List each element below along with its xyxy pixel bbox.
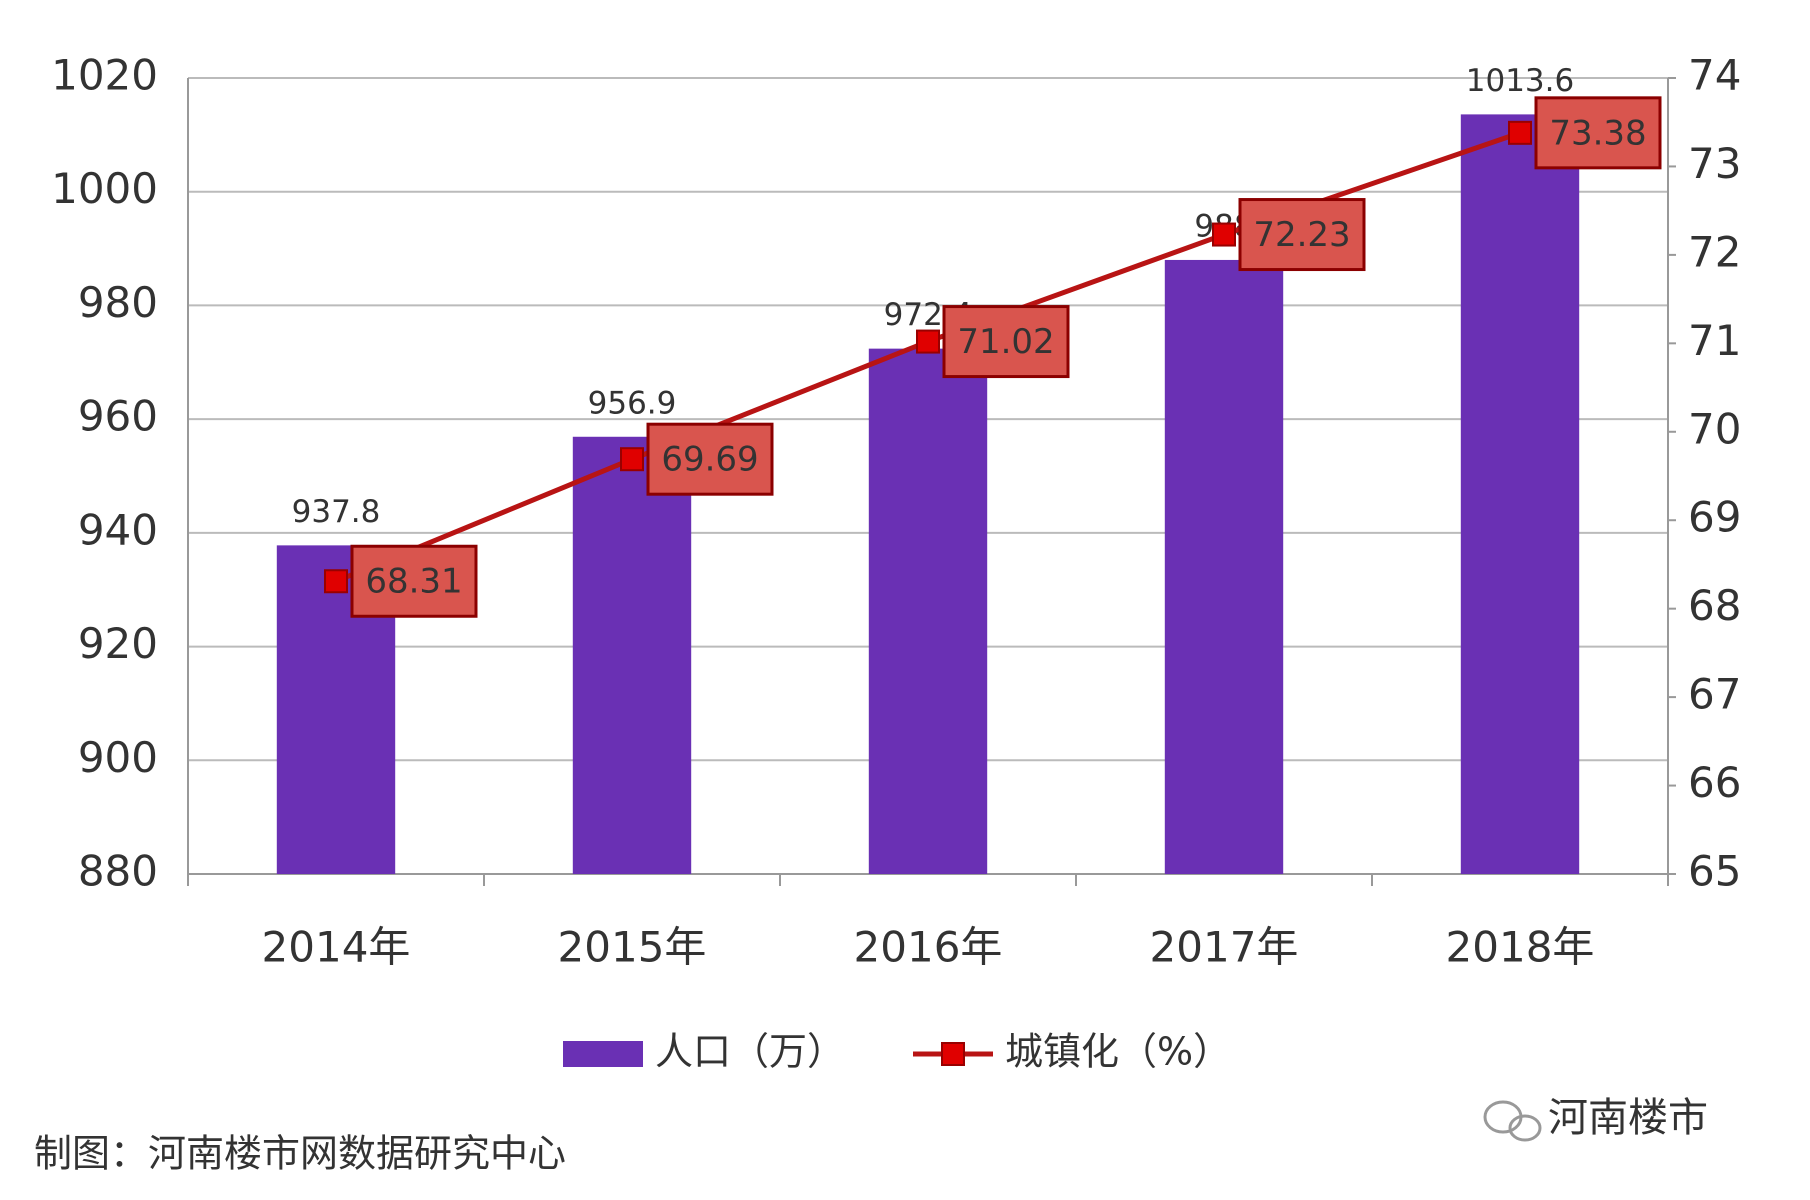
bar	[1460, 114, 1580, 875]
y-tick-label: 920	[78, 619, 158, 668]
bar	[1164, 259, 1284, 874]
line-marker	[1508, 120, 1532, 145]
y-tick-label: 960	[78, 392, 158, 441]
bar	[868, 348, 988, 874]
legend-marker	[941, 1042, 965, 1066]
y2-tick-label: 67	[1688, 670, 1741, 719]
line-value-label: 72.23	[1253, 215, 1350, 255]
bar	[572, 436, 692, 874]
bar-value-label: 1013.6	[1466, 63, 1574, 99]
y-tick-label: 980	[78, 278, 158, 327]
y2-tick-label: 73	[1688, 139, 1741, 188]
line-value-label: 69.69	[661, 440, 758, 480]
value-label-box	[646, 422, 774, 496]
y2-tick-label: 74	[1688, 51, 1741, 100]
brand-icon	[1483, 1100, 1542, 1142]
y2-tick-label: 71	[1688, 316, 1741, 365]
y2-tick-label: 70	[1688, 404, 1741, 453]
value-label-box	[942, 305, 1070, 379]
legend-label: 城镇化（%）	[1005, 1030, 1231, 1074]
value-label-box	[350, 544, 478, 618]
y2-tick-label: 68	[1688, 581, 1741, 630]
y2-tick-label: 66	[1688, 758, 1741, 807]
brand: 河南楼市	[1548, 1095, 1708, 1141]
legend-label: 人口（万）	[655, 1030, 845, 1074]
bar-value-label: 937.8	[292, 494, 381, 530]
legend-swatch	[563, 1041, 643, 1067]
x-tick-label: 2014年	[262, 923, 411, 972]
value-label-box	[1534, 96, 1662, 170]
x-tick-label: 2015年	[558, 923, 707, 972]
credit: 制图：河南楼市网数据研究中心	[34, 1132, 566, 1176]
line-value-label: 73.38	[1549, 113, 1646, 153]
y-tick-label: 1000	[51, 164, 158, 213]
y2-tick-label: 69	[1688, 493, 1741, 542]
y2-tick-label: 65	[1688, 847, 1741, 896]
y-tick-label: 940	[78, 505, 158, 554]
line-value-label: 68.31	[365, 562, 462, 602]
x-tick-label: 2018年	[1446, 923, 1595, 972]
x-tick-label: 2017年	[1150, 923, 1299, 972]
value-label-box	[1238, 198, 1366, 272]
y-tick-label: 900	[78, 733, 158, 782]
y2-tick-label: 72	[1688, 227, 1741, 276]
line-marker	[324, 569, 348, 594]
line-marker	[620, 447, 644, 472]
bar-value-label: 956.9	[588, 385, 677, 421]
line-marker	[916, 329, 940, 354]
line-value-label: 71.02	[957, 322, 1054, 362]
x-tick-label: 2016年	[854, 923, 1003, 972]
y-tick-label: 1020	[51, 51, 158, 100]
line-marker	[1212, 222, 1236, 247]
y-tick-label: 880	[78, 847, 158, 896]
